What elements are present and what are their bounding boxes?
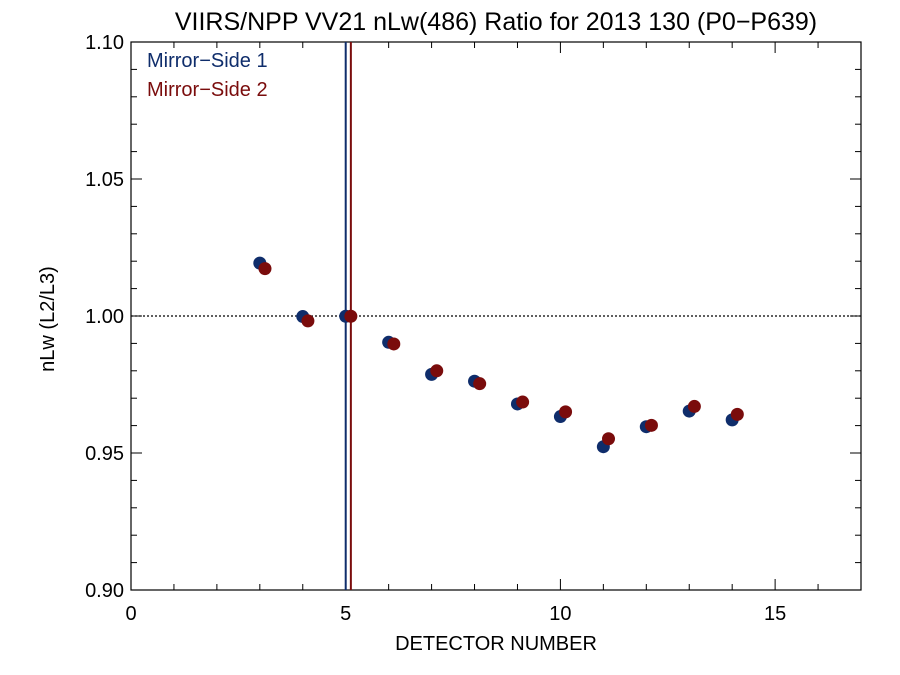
chart-title: VIIRS/NPP VV21 nLw(486) Ratio for 2013 1… bbox=[175, 8, 817, 36]
legend-entry-mirror-side-1: Mirror−Side 1 bbox=[147, 50, 268, 72]
y-tick-label: 1.00 bbox=[85, 306, 124, 328]
data-point-series-2 bbox=[730, 407, 744, 421]
data-point-series-2 bbox=[473, 377, 487, 391]
x-tick-label: 15 bbox=[764, 603, 786, 625]
y-tick-label: 1.10 bbox=[85, 32, 124, 54]
x-tick-label: 10 bbox=[549, 603, 571, 625]
y-tick-label: 1.05 bbox=[85, 169, 124, 191]
legend-entry-mirror-side-2: Mirror−Side 2 bbox=[147, 79, 268, 101]
y-axis-label: nLw (L2/L3) bbox=[37, 266, 59, 372]
plot-area: 0 5 10 15 0.90 0.95 1.00 1.05 1.10 bbox=[85, 32, 862, 625]
data-point-series-2 bbox=[430, 364, 444, 378]
data-point-series-2 bbox=[387, 337, 401, 351]
x-axis-label: DETECTOR NUMBER bbox=[395, 633, 597, 655]
x-tick-label: 5 bbox=[340, 603, 351, 625]
data-point-series-2 bbox=[258, 262, 272, 276]
legend: Mirror−Side 1 Mirror−Side 2 bbox=[147, 50, 268, 101]
data-point-series-2 bbox=[516, 395, 530, 409]
data-point-series-2 bbox=[559, 405, 573, 419]
data-point-series-2 bbox=[687, 399, 701, 413]
x-tick-label: 0 bbox=[125, 603, 136, 625]
y-tick-label: 0.90 bbox=[85, 580, 124, 602]
y-tick-label: 0.95 bbox=[85, 443, 124, 465]
data-point-series-2 bbox=[344, 309, 358, 323]
data-point-series-2 bbox=[644, 418, 658, 432]
data-point-series-2 bbox=[301, 314, 315, 328]
data-point-series-2 bbox=[602, 432, 616, 446]
